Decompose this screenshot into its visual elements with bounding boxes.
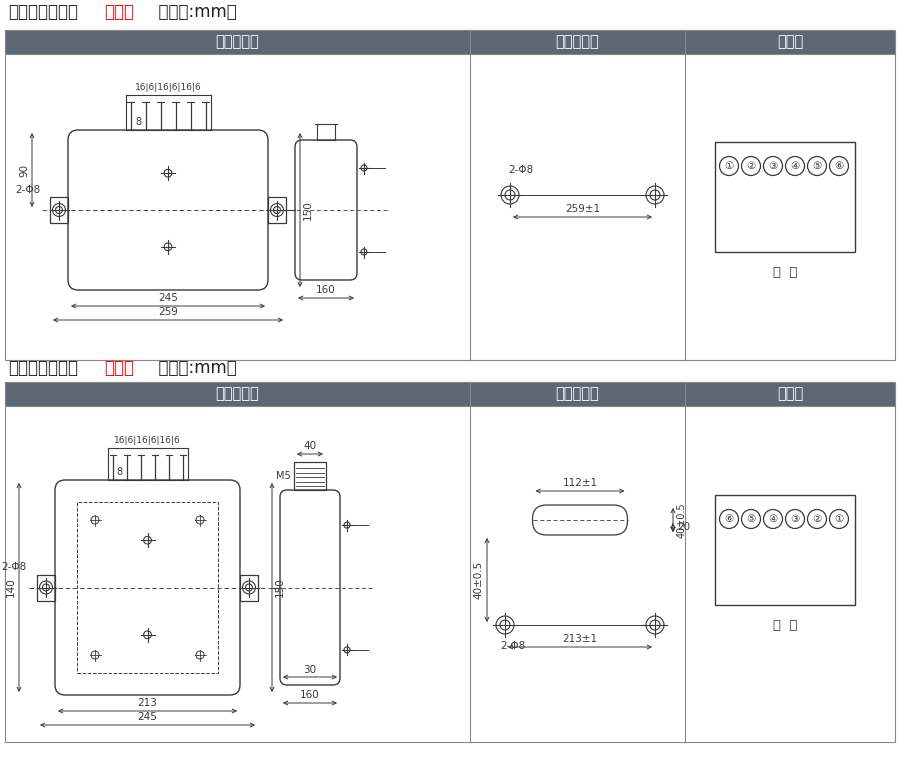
Text: 端子图: 端子图 bbox=[777, 387, 803, 401]
Text: 213: 213 bbox=[138, 698, 157, 708]
Text: 外形尺寸图: 外形尺寸图 bbox=[216, 387, 259, 401]
Text: ①: ① bbox=[834, 514, 843, 524]
Text: ⑥: ⑥ bbox=[834, 161, 843, 171]
Text: 30: 30 bbox=[303, 665, 317, 675]
Text: 单相过流凸出式: 单相过流凸出式 bbox=[8, 3, 78, 21]
Text: （单位:mm）: （单位:mm） bbox=[148, 3, 237, 21]
Text: 40: 40 bbox=[303, 441, 317, 451]
Bar bbox=[5, 30, 895, 54]
Text: 112±1: 112±1 bbox=[562, 478, 598, 488]
Text: ②: ② bbox=[746, 161, 756, 171]
Text: 2-Φ8: 2-Φ8 bbox=[500, 641, 526, 651]
Text: 16|6|16|6|16|6: 16|6|16|6|16|6 bbox=[114, 436, 181, 445]
Text: 背  视: 背 视 bbox=[773, 619, 797, 632]
Bar bbox=[37, 575, 55, 600]
Text: ⑤: ⑤ bbox=[746, 514, 756, 524]
Bar bbox=[240, 575, 258, 600]
Text: 259±1: 259±1 bbox=[565, 204, 600, 214]
Bar bbox=[5, 382, 895, 742]
Text: ⑥: ⑥ bbox=[724, 514, 733, 524]
Bar bbox=[77, 502, 218, 673]
Text: ③: ③ bbox=[790, 514, 799, 524]
Text: M5: M5 bbox=[276, 471, 291, 481]
Text: 单相过流凸出式: 单相过流凸出式 bbox=[8, 359, 78, 377]
Text: 160: 160 bbox=[316, 285, 336, 295]
Text: 2-Φ8: 2-Φ8 bbox=[508, 165, 533, 175]
Text: 8: 8 bbox=[116, 467, 122, 477]
Text: 20: 20 bbox=[677, 523, 690, 533]
Text: （单位:mm）: （单位:mm） bbox=[148, 359, 237, 377]
Bar bbox=[294, 462, 326, 490]
Text: 前接线: 前接线 bbox=[104, 3, 134, 21]
Bar bbox=[50, 197, 68, 223]
Bar bbox=[5, 382, 895, 406]
Text: 259: 259 bbox=[158, 307, 178, 317]
Text: ⑤: ⑤ bbox=[813, 161, 822, 171]
Text: 245: 245 bbox=[158, 293, 178, 303]
Text: 150: 150 bbox=[275, 578, 285, 597]
Text: 140: 140 bbox=[6, 578, 16, 597]
Text: 8: 8 bbox=[135, 117, 141, 127]
Text: 16|6|16|6|16|6: 16|6|16|6|16|6 bbox=[135, 83, 202, 92]
Text: 213±1: 213±1 bbox=[562, 634, 598, 644]
Text: 2-Φ8: 2-Φ8 bbox=[14, 185, 40, 195]
Text: 90: 90 bbox=[19, 163, 29, 176]
Text: 安装开孔图: 安装开孔图 bbox=[555, 34, 599, 49]
Bar bbox=[715, 495, 855, 605]
Bar bbox=[5, 30, 895, 360]
Text: 40±0.5: 40±0.5 bbox=[677, 502, 687, 538]
Text: 150: 150 bbox=[303, 200, 313, 220]
Text: 端子图: 端子图 bbox=[777, 34, 803, 49]
Text: 后接线: 后接线 bbox=[104, 359, 134, 377]
Text: 160: 160 bbox=[300, 690, 319, 700]
Text: 安装开孔图: 安装开孔图 bbox=[555, 387, 599, 401]
Text: ②: ② bbox=[813, 514, 822, 524]
Bar bbox=[715, 142, 855, 252]
Text: ①: ① bbox=[724, 161, 733, 171]
Text: 245: 245 bbox=[138, 712, 157, 722]
Text: 2-Φ8: 2-Φ8 bbox=[2, 562, 27, 572]
Bar bbox=[268, 197, 286, 223]
Text: 外形尺寸图: 外形尺寸图 bbox=[216, 34, 259, 49]
Text: 前  视: 前 视 bbox=[773, 266, 797, 279]
Text: ③: ③ bbox=[769, 161, 778, 171]
Text: 40±0.5: 40±0.5 bbox=[473, 561, 483, 599]
Text: ④: ④ bbox=[769, 514, 778, 524]
Text: ④: ④ bbox=[790, 161, 799, 171]
